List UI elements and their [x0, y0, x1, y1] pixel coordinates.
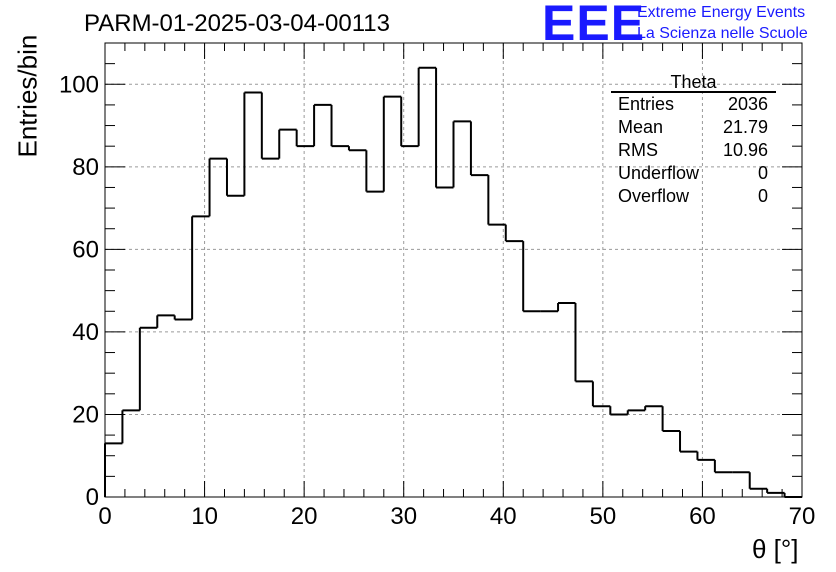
logo-line-2: La Scienza nelle Scuole — [637, 25, 808, 42]
logo-line-1: Extreme Energy Events — [637, 4, 806, 21]
eee-logo: EEE — [542, 0, 646, 51]
x-tick-label: 60 — [689, 503, 716, 530]
stats-label: Mean — [618, 117, 663, 137]
stats-box-title: Theta — [670, 72, 717, 92]
stats-label: RMS — [618, 140, 658, 160]
stats-label: Entries — [618, 94, 674, 114]
chart-title: PARM-01-2025-03-04-00113 — [84, 10, 390, 37]
y-tick-label: 40 — [72, 319, 99, 346]
stats-value: 10.96 — [723, 140, 768, 160]
stats-value: 0 — [758, 163, 768, 183]
x-axis-label: θ [°] — [752, 534, 799, 564]
y-axis-label: Entries/bin — [12, 34, 43, 158]
stats-label: Overflow — [618, 186, 690, 206]
y-tick-label: 0 — [86, 484, 99, 511]
x-tick-label: 10 — [191, 503, 218, 530]
y-tick-label: 20 — [72, 401, 99, 428]
y-tick-label: 60 — [72, 236, 99, 263]
plot-frame — [104, 42, 803, 498]
y-tick-label: 80 — [72, 154, 99, 181]
y-tick-label: 100 — [59, 71, 99, 98]
stats-value: 21.79 — [723, 117, 768, 137]
stats-label: Underflow — [618, 163, 700, 183]
x-tick-label: 0 — [98, 503, 111, 530]
x-tick-label: 40 — [490, 503, 517, 530]
x-tick-label: 50 — [590, 503, 617, 530]
x-tick-label: 70 — [789, 503, 816, 530]
stats-value: 0 — [758, 186, 768, 206]
x-tick-label: 20 — [291, 503, 318, 530]
x-tick-label: 30 — [390, 503, 417, 530]
stats-value: 2036 — [728, 94, 768, 114]
